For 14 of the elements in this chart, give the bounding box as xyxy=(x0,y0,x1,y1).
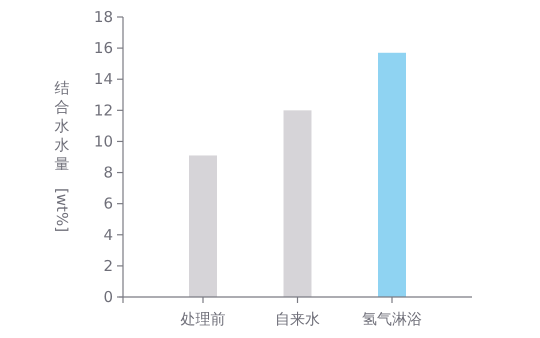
y-tick-label: 0 xyxy=(103,288,113,306)
y-tick-label: 6 xyxy=(103,194,113,213)
x-tick-label: 处理前 xyxy=(180,310,226,328)
y-tick-label: 8 xyxy=(103,164,113,182)
y-tick-label: 2 xyxy=(103,256,113,275)
y-tick-label: 14 xyxy=(94,70,113,88)
x-tick-label: 氢气淋浴 xyxy=(362,310,422,328)
y-tick-label: 4 xyxy=(103,226,113,244)
y-axis-title: 结合水水量 [wt%] xyxy=(53,79,71,232)
y-tick-label: 16 xyxy=(94,39,113,58)
y-tick-label: 10 xyxy=(94,132,113,150)
y-tick-label: 12 xyxy=(94,101,113,120)
x-tick-label: 自来水 xyxy=(275,310,320,328)
y-tick-label: 18 xyxy=(94,8,113,26)
